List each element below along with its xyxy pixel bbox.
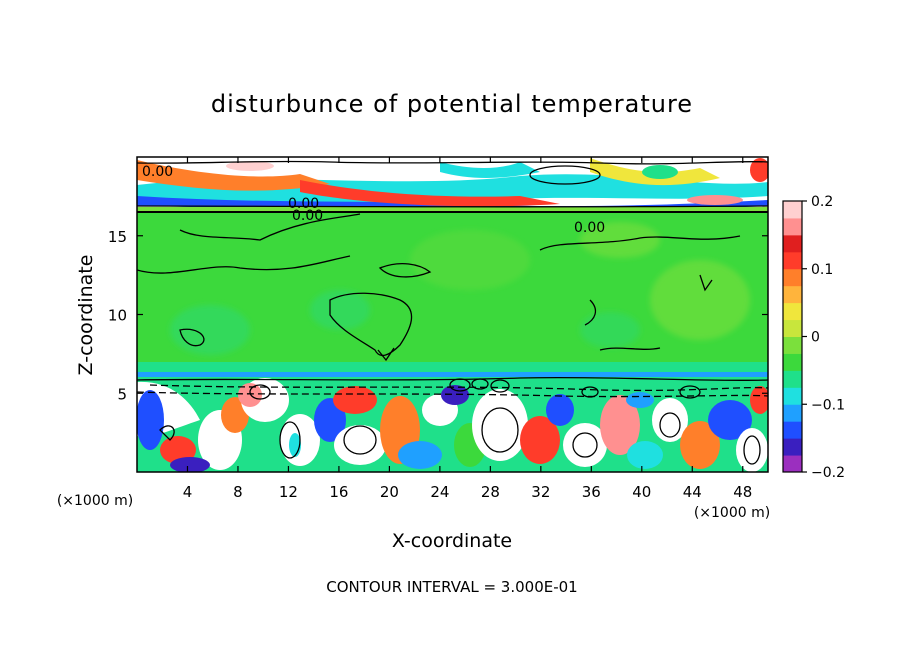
tropopause-band <box>137 207 768 211</box>
colorbar-swatch <box>783 387 802 405</box>
y-tick-label: 15 <box>108 228 127 246</box>
contour-labels: 0.00 0.00 0.00 0.00 <box>142 164 605 236</box>
mid-layer-field <box>170 222 750 355</box>
x-tick-label: 48 <box>733 483 752 501</box>
contour-label: 0.00 <box>288 196 319 212</box>
y-axis-unit: (×1000 m) <box>57 493 133 509</box>
colorbar-swatch <box>783 336 802 354</box>
colorbar-swatch <box>783 319 802 337</box>
colorbar-tick-label: 0 <box>811 330 820 346</box>
x-axis-label: X-coordinate <box>392 530 512 552</box>
colorbar-tick-label: 0.2 <box>811 194 833 210</box>
x-tick-label: 36 <box>582 483 601 501</box>
colorbar-swatch <box>783 353 802 371</box>
upper-layer-field <box>137 157 768 212</box>
colorbar-swatch <box>783 404 802 422</box>
colorbar <box>782 200 803 473</box>
contour-label: 0.00 <box>142 164 173 180</box>
x-tick-label: 12 <box>279 483 298 501</box>
contour-interval-note: CONTOUR INTERVAL = 3.000E-01 <box>326 578 577 596</box>
x-tick-label: 44 <box>683 483 702 501</box>
x-tick-label: 8 <box>233 483 243 501</box>
contour-label: 0.00 <box>574 220 605 236</box>
colorbar-swatch <box>783 217 802 236</box>
x-tick-label: 16 <box>329 483 348 501</box>
colorbar-swatch <box>783 302 802 321</box>
x-tick-label: 24 <box>430 483 449 501</box>
colorbar-swatch <box>783 438 802 456</box>
x-tick-label: 40 <box>632 483 651 501</box>
colorbar-tick-label: 0.1 <box>811 262 833 278</box>
colorbar-swatch <box>783 370 802 388</box>
y-tick-label: 5 <box>117 385 127 403</box>
colorbar-swatch <box>783 251 802 270</box>
colorbar-swatch <box>783 285 802 304</box>
colorbar-swatch <box>783 201 802 219</box>
colorbar-swatch <box>783 268 802 287</box>
plot-area <box>137 157 768 472</box>
colorbar-tick-label: −0.2 <box>811 465 845 481</box>
lower-layer-field <box>137 377 768 472</box>
contour-lines <box>137 160 768 465</box>
colorbar-tick-label: −0.1 <box>811 397 845 413</box>
colorbar-swatch <box>783 421 802 439</box>
x-tick-label: 20 <box>380 483 399 501</box>
x-tick-label: 28 <box>481 483 500 501</box>
colorbar-swatch <box>783 234 802 253</box>
contour-label: 0.00 <box>292 208 323 224</box>
y-axis-label: Z-coordinate <box>75 255 97 376</box>
x-tick-label: 4 <box>183 483 193 501</box>
x-axis-unit: (×1000 m) <box>694 505 770 521</box>
y-tick-label: 10 <box>108 307 127 325</box>
x-axis: 4 8 12 16 20 24 28 32 36 40 44 48 <box>183 157 752 501</box>
colorbar-ticks: 0.2 0.1 0 −0.1 −0.2 <box>802 194 845 481</box>
x-tick-label: 32 <box>531 483 550 501</box>
y-axis: 5 10 15 <box>108 228 768 403</box>
chart-title: disturbunce of potential temperature <box>211 90 693 118</box>
colorbar-swatch <box>783 455 802 473</box>
